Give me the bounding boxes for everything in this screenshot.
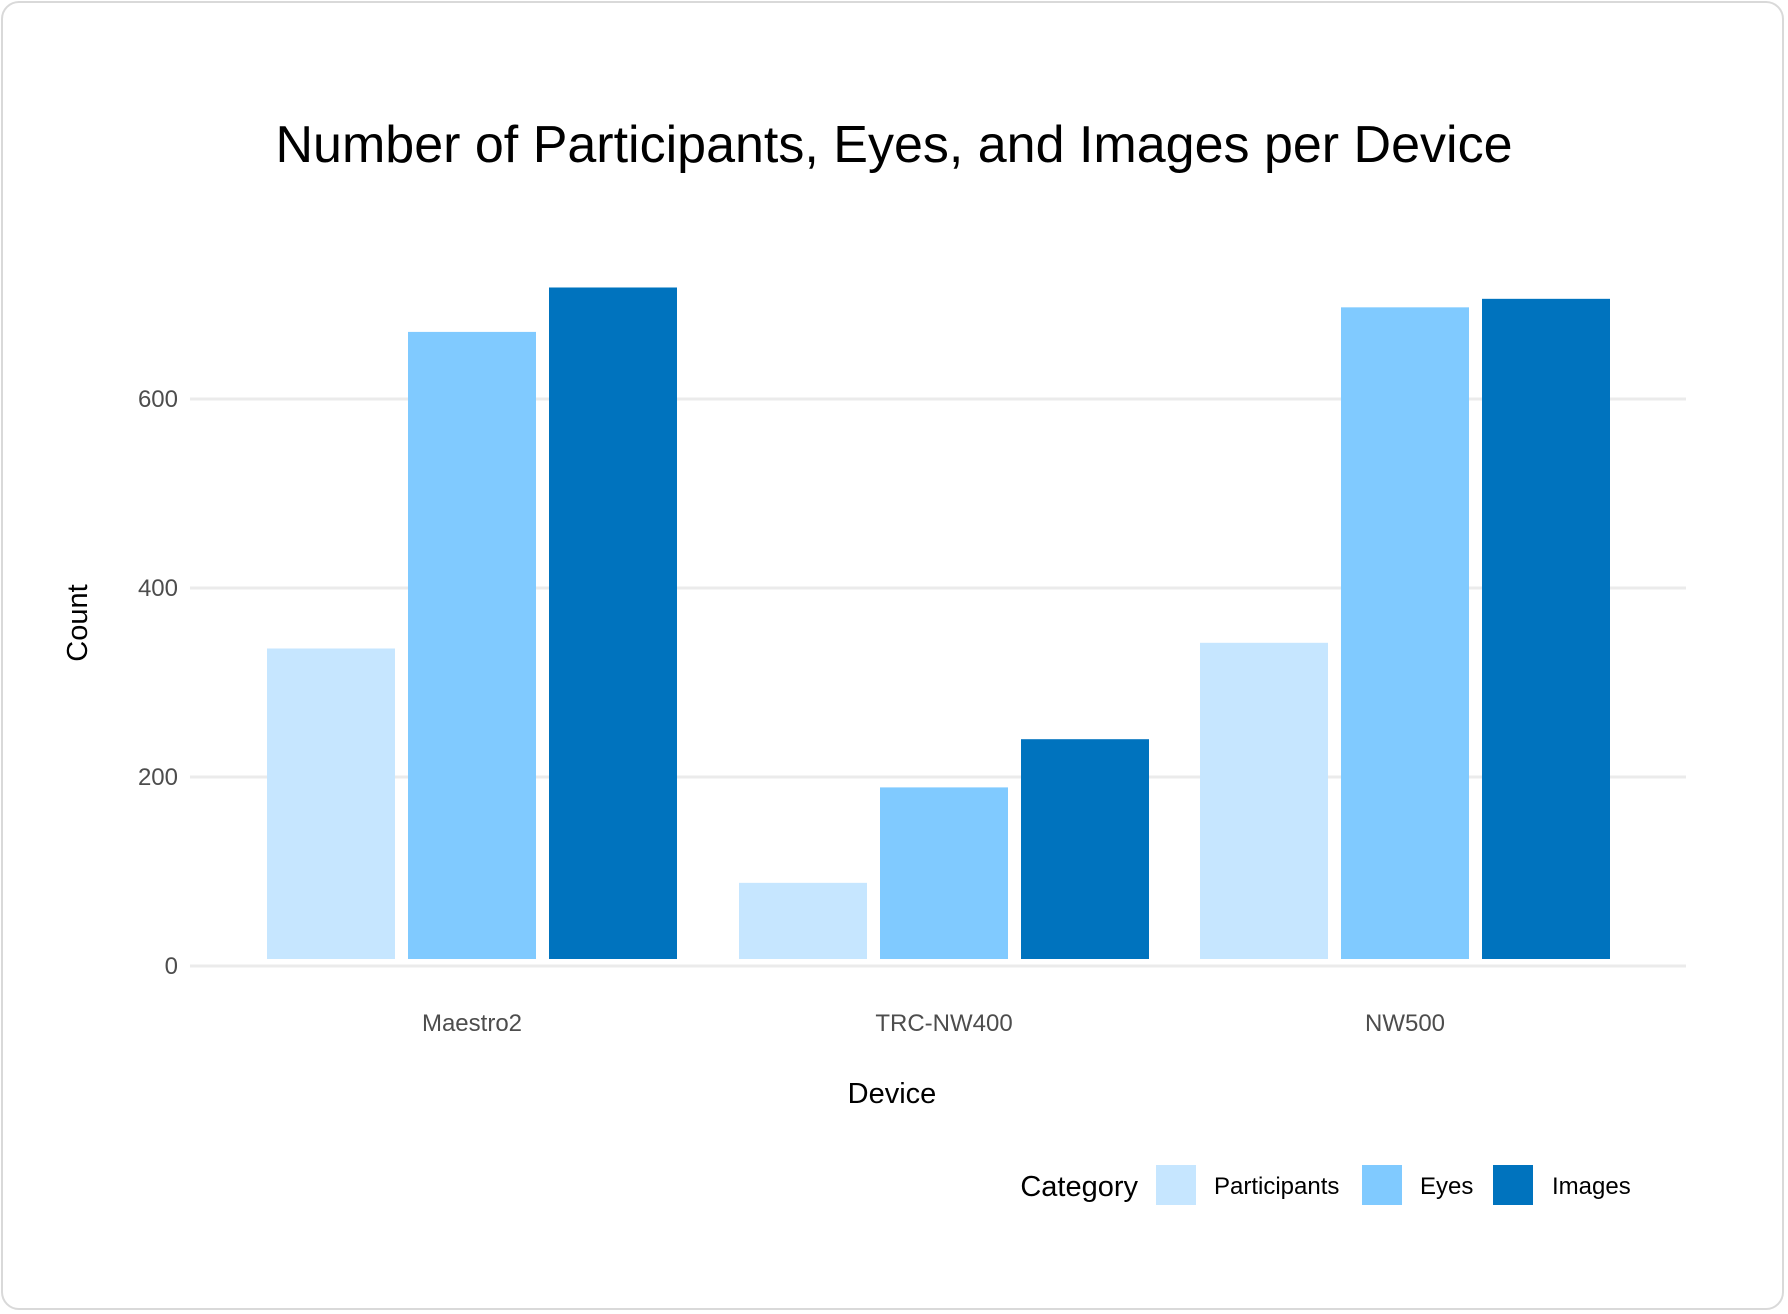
bar-participants-trc-nw400 — [739, 882, 867, 959]
bar-participants-nw500 — [1200, 642, 1328, 959]
legend-label-eyes: Eyes — [1420, 1173, 1473, 1200]
bar-participants-maestro2 — [267, 648, 395, 959]
x-tick-label: TRC-NW400 — [875, 1010, 1012, 1037]
y-tick-label: 0 — [165, 953, 178, 980]
bar-images-maestro2 — [549, 287, 677, 959]
bar-eyes-trc-nw400 — [880, 787, 1008, 959]
x-tick-label: Maestro2 — [422, 1010, 522, 1037]
y-tick-label: 600 — [138, 386, 178, 413]
bar-images-trc-nw400 — [1021, 739, 1149, 959]
y-axis-title: Count — [62, 584, 94, 661]
bar-images-nw500 — [1482, 298, 1610, 960]
legend: Category Participants Eyes Images — [1020, 1165, 1631, 1205]
x-axis-ticks: Maestro2 TRC-NW400 NW500 — [422, 1010, 1445, 1037]
legend-swatch-eyes — [1362, 1165, 1402, 1205]
legend-label-participants: Participants — [1214, 1173, 1339, 1200]
x-tick-label: NW500 — [1365, 1010, 1445, 1037]
y-tick-label: 400 — [138, 575, 178, 602]
legend-swatch-images — [1493, 1165, 1533, 1205]
y-axis-ticks: 0 200 400 600 — [138, 386, 178, 980]
legend-label-images: Images — [1552, 1173, 1631, 1200]
legend-title: Category — [1020, 1171, 1138, 1203]
x-axis-title: Device — [848, 1078, 937, 1110]
bar-eyes-nw500 — [1341, 307, 1469, 960]
bar-eyes-maestro2 — [408, 331, 536, 959]
legend-swatch-participants — [1156, 1165, 1196, 1205]
y-tick-label: 200 — [138, 764, 178, 791]
chart-title: Number of Participants, Eyes, and Images… — [275, 116, 1512, 174]
bars — [267, 287, 1610, 960]
